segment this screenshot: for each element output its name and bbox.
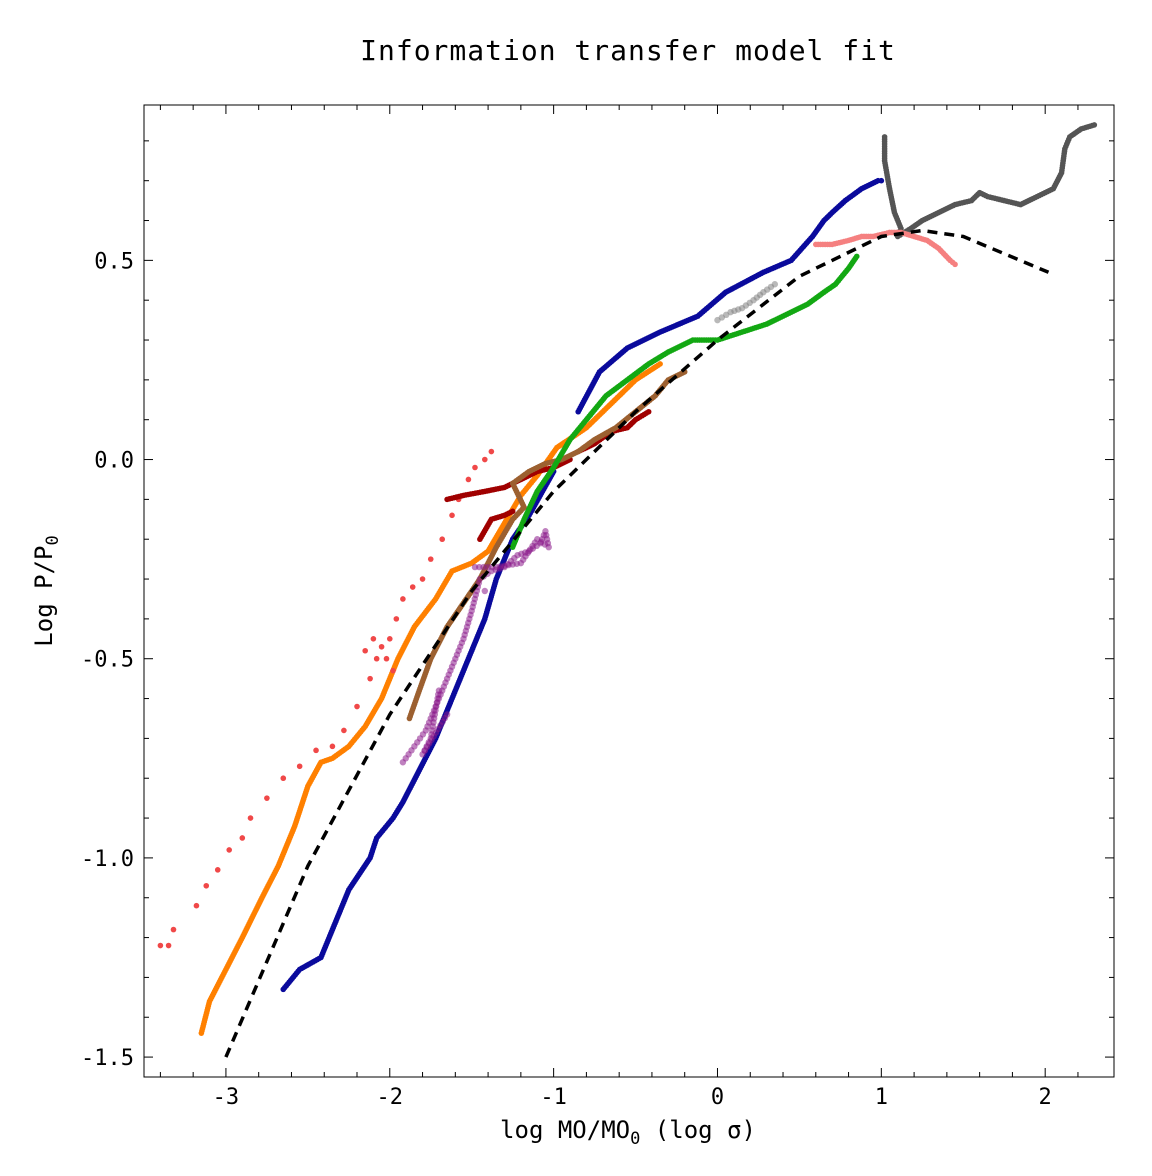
data-point xyxy=(449,512,455,519)
y-tick-label: -0.5 xyxy=(81,648,134,673)
x-tick-label: 1 xyxy=(875,1085,888,1110)
data-point xyxy=(313,747,319,754)
x-tick-label: 0 xyxy=(711,1085,724,1110)
x-axis-label: log MO/MO0 (log σ) xyxy=(500,1116,756,1149)
x-axis-label-sub: 0 xyxy=(630,1129,640,1149)
data-point xyxy=(264,795,270,801)
data-point xyxy=(443,711,451,718)
data-point xyxy=(400,596,406,602)
data-point xyxy=(386,636,393,642)
y-tick-label: 0.5 xyxy=(94,249,134,274)
y-axis-label-main: Log P/P xyxy=(30,546,58,647)
data-point xyxy=(193,902,200,909)
data-point xyxy=(481,587,489,595)
data-point xyxy=(239,835,246,841)
data-point xyxy=(280,775,287,782)
data-point xyxy=(878,177,885,184)
data-point xyxy=(367,675,373,682)
fit-curve xyxy=(224,228,1050,1058)
data-point xyxy=(488,448,495,455)
data-point xyxy=(409,584,416,590)
data-point xyxy=(247,815,254,821)
data-point xyxy=(390,667,396,674)
data-point xyxy=(771,281,779,288)
data-point xyxy=(329,743,336,750)
data-point xyxy=(354,703,360,710)
plot-frame xyxy=(143,104,1115,1078)
tick-labels: -3 -2 -1 0 1 2 -1.5 -1.0 -0.5 0.0 0.5 xyxy=(81,249,1052,1110)
y-tick-label: 0.0 xyxy=(94,449,134,474)
axis-ticks xyxy=(144,105,1114,1077)
series-orange xyxy=(198,361,663,1036)
data-point xyxy=(657,361,663,367)
data-point xyxy=(472,464,478,471)
data-point xyxy=(203,882,210,889)
x-axis-label-main: log MO/MO xyxy=(500,1116,630,1144)
series-green xyxy=(509,253,860,550)
data-point xyxy=(952,261,958,268)
x-tick-label: -3 xyxy=(213,1085,240,1110)
data-point xyxy=(226,847,233,853)
x-tick-label: 2 xyxy=(1039,1085,1052,1110)
data-point xyxy=(296,763,303,770)
series-navy xyxy=(280,177,885,993)
data-point xyxy=(170,926,177,933)
data-point xyxy=(370,636,377,642)
data-point xyxy=(853,253,860,260)
series-gray xyxy=(881,122,1098,240)
data-point xyxy=(465,476,472,483)
y-axis-label: Log P/P0 xyxy=(30,535,63,646)
data-point xyxy=(214,867,221,873)
y-tick-label: -1.0 xyxy=(81,847,134,872)
data-point xyxy=(157,942,164,949)
x-axis-label-tail: (log σ) xyxy=(640,1116,756,1144)
data-point xyxy=(427,556,434,562)
data-point xyxy=(378,643,385,650)
data-point xyxy=(373,655,380,662)
x-tick-label: -2 xyxy=(377,1085,404,1110)
series-salmon xyxy=(157,448,495,949)
y-axis-label-sub: 0 xyxy=(43,535,63,545)
data-point xyxy=(482,456,488,463)
data-point xyxy=(393,616,400,622)
data-point xyxy=(471,563,479,571)
data-point xyxy=(341,727,347,734)
data-point xyxy=(645,408,652,415)
series-lightgray xyxy=(714,281,779,324)
y-tick-label: -1.5 xyxy=(81,1046,134,1071)
fit-layer xyxy=(224,228,1050,1058)
data-point xyxy=(362,647,368,654)
data-point xyxy=(383,655,390,662)
data-point xyxy=(165,942,172,949)
x-tick-label: -1 xyxy=(540,1085,567,1110)
series-layer xyxy=(157,122,1098,1036)
data-point xyxy=(509,508,516,515)
data-point xyxy=(1091,122,1098,128)
data-point xyxy=(419,576,426,582)
series-purple xyxy=(399,528,552,766)
chart-title: Information transfer model fit xyxy=(360,34,896,67)
data-point xyxy=(439,536,446,543)
